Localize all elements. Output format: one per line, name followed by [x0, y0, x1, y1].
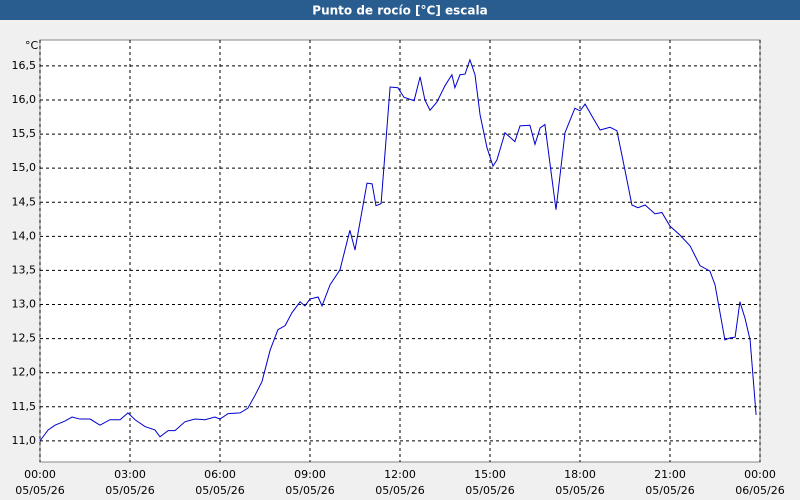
x-tick-date: 05/05/26 [465, 484, 514, 497]
x-tick-label: 09:00 [294, 468, 326, 481]
data-line [39, 58, 757, 442]
x-tick-date: 06/05/26 [735, 484, 784, 497]
y-tick-label: 12,0 [12, 366, 37, 379]
x-tick-date: 05/05/26 [15, 484, 64, 497]
y-tick-label: 13,0 [12, 298, 37, 311]
x-tick-label: 00:00 [744, 468, 776, 481]
y-tick-label: 16,0 [12, 93, 37, 106]
x-tick-label: 06:00 [204, 468, 236, 481]
x-tick-date: 05/05/26 [105, 484, 154, 497]
y-tick-label: 13,5 [12, 263, 37, 276]
y-tick-label: 16,5 [12, 59, 37, 72]
x-tick-label: 00:00 [24, 468, 56, 481]
x-tick-date: 05/05/26 [375, 484, 424, 497]
x-tick-date: 05/05/26 [285, 484, 334, 497]
y-tick-label: 11,5 [12, 400, 37, 413]
y-tick-label: 14,0 [12, 229, 37, 242]
chart-title: Punto de rocío [°C] escala [312, 4, 487, 18]
x-tick-label: 15:00 [474, 468, 506, 481]
y-tick-label: 12,5 [12, 332, 37, 345]
title-bar [0, 0, 800, 20]
x-tick-label: 12:00 [384, 468, 416, 481]
x-tick-label: 03:00 [114, 468, 146, 481]
y-tick-label: 15,5 [12, 127, 37, 140]
y-tick-label: 15,0 [12, 161, 37, 174]
x-tick-date: 05/05/26 [555, 484, 604, 497]
y-unit: °C [25, 39, 39, 52]
x-tick-label: 18:00 [564, 468, 596, 481]
y-tick-label: 14,5 [12, 195, 37, 208]
x-tick-date: 05/05/26 [645, 484, 694, 497]
x-tick-label: 21:00 [654, 468, 686, 481]
y-tick-label: 11,0 [12, 434, 37, 447]
x-tick-date: 05/05/26 [195, 484, 244, 497]
